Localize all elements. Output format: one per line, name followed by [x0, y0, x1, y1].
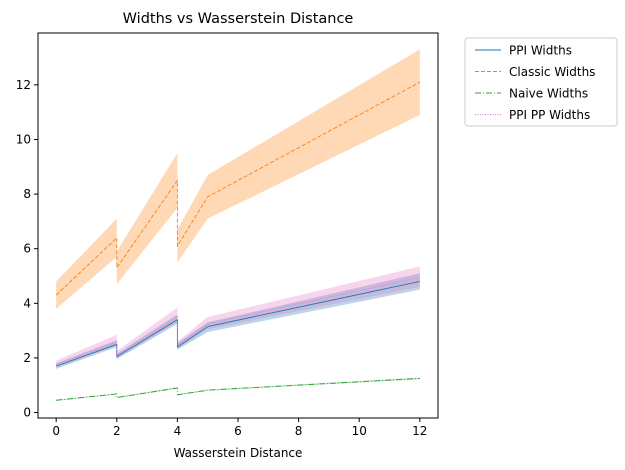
legend-label-0: PPI Widths: [509, 44, 572, 58]
series-line-1: [55, 81, 421, 296]
y-tick-label: 8: [23, 187, 31, 201]
y-tick-label: 0: [23, 406, 31, 420]
x-axis-label: Wasserstein Distance: [174, 446, 303, 460]
legend: PPI Widths Classic Widths Naive Widths PPI …: [464, 37, 618, 127]
confidence-bands: [56, 49, 420, 401]
x-tick-label: 8: [295, 424, 303, 438]
band-2: [56, 377, 420, 401]
x-tick-label: 0: [52, 424, 60, 438]
legend-frame: [464, 37, 618, 127]
x-axis: 0 2 4 6 8 10 12: [52, 418, 427, 438]
x-tick-label: 2: [113, 424, 121, 438]
legend-label-2: Naive Widths: [509, 87, 588, 101]
legend-label-3: PPI PP Widths: [509, 108, 590, 122]
x-tick-label: 6: [234, 424, 242, 438]
y-tick-label: 10: [16, 132, 31, 146]
y-tick-label: 4: [23, 296, 31, 310]
series-line-3: [56, 276, 420, 366]
x-tick-label: 12: [412, 424, 427, 438]
band-1: [56, 49, 420, 309]
series-lines: [55, 81, 421, 401]
legend-label-1: Classic Widths: [509, 65, 595, 79]
x-tick-label: 4: [174, 424, 182, 438]
y-axis: 0 2 4 6 8 10 12: [16, 78, 38, 420]
chart-title: Widths vs Wasserstein Distance: [123, 11, 354, 27]
y-tick-label: 6: [23, 242, 31, 256]
series-line-2: [56, 377, 420, 401]
x-tick-label: 10: [352, 424, 367, 438]
y-tick-label: 12: [16, 78, 31, 92]
y-tick-label: 2: [23, 351, 31, 365]
band-3: [56, 266, 420, 368]
